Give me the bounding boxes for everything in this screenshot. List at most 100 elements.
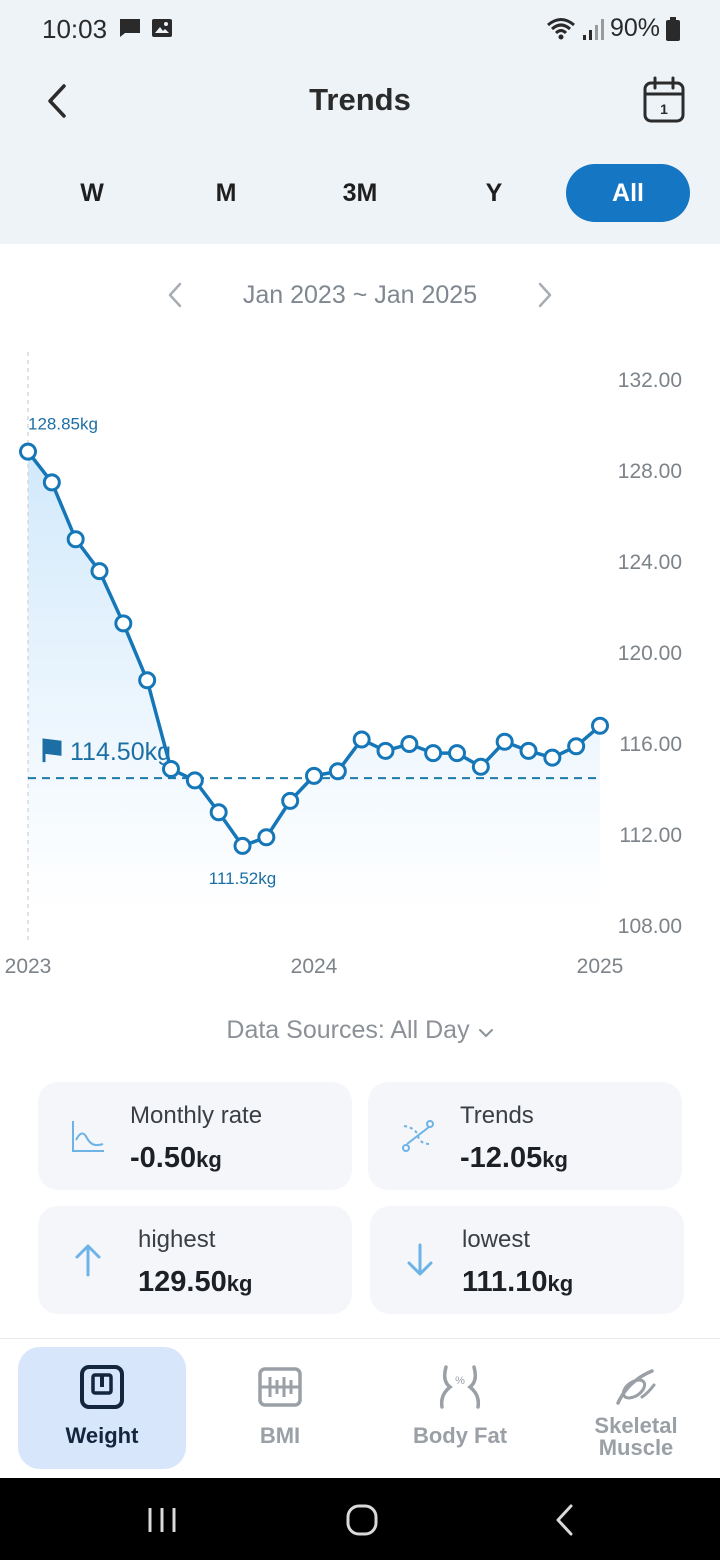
data-point [376, 741, 395, 760]
data-point [209, 803, 228, 822]
tab-month[interactable]: M [215, 178, 237, 207]
data-point [185, 771, 204, 790]
wifi-icon [546, 17, 575, 39]
stat-card-trends: Trends -12.05kg [368, 1082, 682, 1190]
data-point [328, 762, 347, 781]
data-point [400, 735, 419, 753]
back-arrow-icon [556, 1504, 573, 1536]
tab-all[interactable]: All [566, 164, 690, 222]
stat-value: 111.10 [462, 1266, 548, 1298]
chevron-left-icon [48, 84, 66, 118]
range-tabs: W M 3M Y All [24, 164, 696, 222]
data-point [543, 748, 562, 767]
calendar-icon: 1 [643, 76, 685, 123]
header: Trends 1 W M 3M Y All [0, 60, 720, 244]
body-fat-icon: % [439, 1365, 481, 1409]
nav-label: BMI [259, 1423, 301, 1448]
arrow-down-icon [407, 1243, 433, 1276]
status-bar: 10:03 90% [0, 0, 720, 60]
data-point [352, 730, 371, 749]
data-sources-label: Data Sources: All Day [226, 1016, 470, 1044]
bmi-gauge-icon [258, 1367, 302, 1407]
battery-percent: 90% [609, 14, 660, 42]
battery-icon [666, 16, 680, 41]
stat-unit: kg [542, 1147, 568, 1172]
data-point [233, 836, 252, 855]
scale-icon [80, 1365, 124, 1409]
tab-year[interactable]: Y [485, 178, 503, 207]
data-point [19, 442, 37, 461]
previous-period-button[interactable] [162, 280, 190, 310]
y-tick-label: 116.00 [619, 733, 682, 756]
status-time: 10:03 [42, 14, 108, 44]
data-sources-dropdown[interactable]: Data Sources: All Day [0, 1016, 720, 1046]
data-point [448, 744, 466, 763]
arrow-up-icon [75, 1244, 101, 1277]
stat-label: Monthly rate [130, 1102, 263, 1129]
stat-unit: kg [196, 1147, 222, 1172]
y-tick-label: 108.00 [618, 915, 682, 938]
data-point [138, 671, 157, 690]
tab-three-months[interactable]: 3M [342, 178, 378, 207]
trend-path-icon [402, 1120, 434, 1152]
data-point [42, 473, 61, 492]
weight-trend-chart[interactable]: 114.50kg 132.00 128.00 124.00 120.00 116.00 1… [0, 340, 720, 990]
svg-text:1: 1 [660, 101, 668, 117]
stat-value: -0.50 [130, 1142, 197, 1174]
data-point [591, 716, 609, 735]
x-tick-label: 2024 [291, 955, 338, 978]
stat-label: Trends [460, 1102, 534, 1129]
next-period-button[interactable] [530, 280, 558, 310]
stat-unit: kg [547, 1271, 574, 1296]
nav-bmi[interactable]: BMI [196, 1347, 364, 1469]
data-point [305, 766, 323, 785]
y-tick-label: 120.00 [618, 642, 682, 665]
nav-label: Weight [65, 1423, 139, 1448]
data-point [424, 744, 443, 763]
svg-text:%: % [455, 1375, 465, 1387]
page-title: Trends [309, 82, 411, 117]
nav-label: Body Fat [412, 1423, 508, 1448]
stat-value: 129.50 [138, 1266, 227, 1298]
chevron-left-icon [168, 282, 182, 308]
target-label: 114.50kg [70, 738, 171, 766]
y-tick-label: 132.00 [618, 369, 682, 392]
recent-apps-icon [148, 1508, 176, 1532]
data-point [90, 562, 109, 581]
period-label: Jan 2023 ~ Jan 2025 [242, 281, 478, 309]
data-point [567, 737, 586, 756]
y-tick-label: 124.00 [618, 551, 682, 574]
data-point [519, 741, 538, 760]
tab-week[interactable]: W [80, 178, 104, 207]
system-back-button[interactable] [546, 1500, 586, 1540]
nav-skeletal-muscle[interactable]: Skeletal Muscle [552, 1347, 720, 1469]
data-point [114, 614, 133, 633]
area-fill [28, 451, 600, 910]
chevron-right-icon [538, 282, 552, 308]
data-point [162, 760, 180, 779]
flag-icon [42, 738, 62, 763]
stat-card-lowest: lowest 111.10kg [370, 1206, 684, 1314]
message-icon [120, 19, 140, 37]
image-icon [152, 19, 172, 37]
stat-card-monthly-rate: Monthly rate -0.50kg [38, 1082, 352, 1190]
stat-label: highest [138, 1226, 216, 1253]
line-chart-icon [72, 1121, 104, 1152]
y-tick-label: 112.00 [619, 824, 682, 847]
home-button[interactable] [342, 1500, 382, 1540]
chart-canvas: 114.50kg 132.00 128.00 124.00 120.00 116.00 1… [5, 352, 682, 978]
data-point [495, 732, 514, 751]
x-tick-label: 2023 [5, 955, 52, 978]
muscle-icon [616, 1369, 656, 1405]
stat-card-highest: highest 129.50kg [38, 1206, 352, 1314]
recent-apps-button[interactable] [142, 1500, 182, 1540]
nav-weight[interactable]: Weight [18, 1347, 186, 1469]
system-navigation-bar [0, 1478, 720, 1560]
calendar-button[interactable]: 1 [642, 76, 686, 124]
data-point [66, 530, 85, 549]
back-button[interactable] [34, 78, 80, 124]
nav-body-fat[interactable]: % Body Fat [376, 1347, 544, 1469]
data-label-min: 111.52kg [209, 869, 276, 888]
nav-label: Skeletal Muscle [594, 1413, 678, 1460]
stat-unit: kg [226, 1271, 253, 1296]
